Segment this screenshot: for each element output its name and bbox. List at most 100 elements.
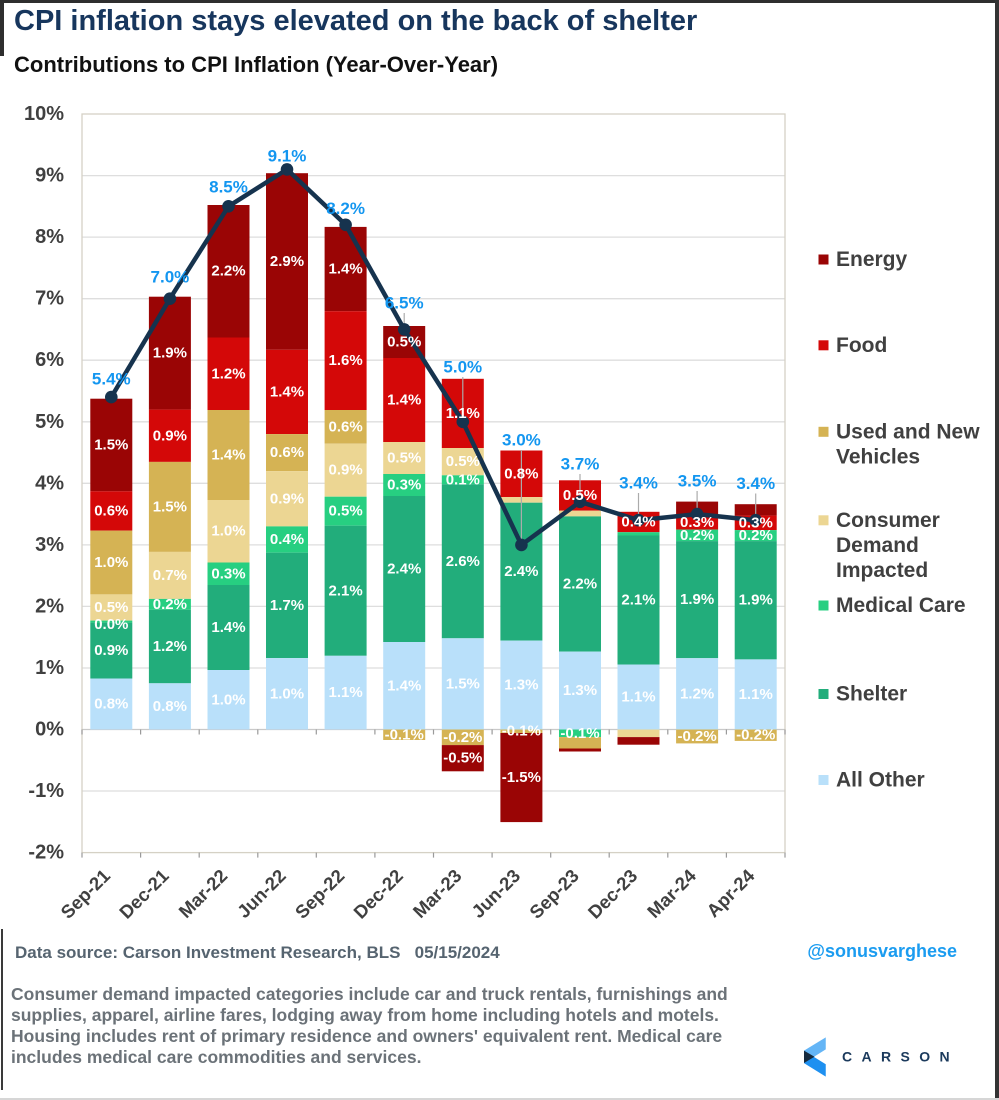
svg-text:1.1%: 1.1% (446, 405, 480, 422)
svg-text:-0.1%: -0.1% (560, 725, 599, 742)
svg-text:0.6%: 0.6% (328, 418, 362, 435)
svg-text:1.2%: 1.2% (211, 365, 245, 382)
svg-text:Mar-23: Mar-23 (409, 865, 466, 922)
svg-text:0.2%: 0.2% (153, 596, 187, 613)
svg-text:10%: 10% (24, 103, 64, 125)
svg-text:1.3%: 1.3% (563, 682, 597, 699)
svg-text:9%: 9% (35, 165, 64, 187)
svg-text:6%: 6% (35, 349, 64, 371)
svg-text:1.1%: 1.1% (328, 684, 362, 701)
svg-text:2.9%: 2.9% (270, 253, 304, 270)
svg-text:2.1%: 2.1% (328, 582, 362, 599)
svg-text:0.3%: 0.3% (680, 514, 714, 531)
svg-text:0.5%: 0.5% (328, 503, 362, 520)
svg-text:0.5%: 0.5% (446, 453, 480, 470)
svg-text:1.2%: 1.2% (680, 685, 714, 702)
svg-text:8.5%: 8.5% (209, 178, 248, 197)
svg-text:1.9%: 1.9% (153, 345, 187, 362)
svg-text:-1%: -1% (28, 780, 64, 802)
svg-text:Dec-21: Dec-21 (115, 865, 173, 923)
svg-text:Consumer: Consumer (836, 509, 940, 532)
svg-text:0.1%: 0.1% (446, 471, 480, 488)
svg-text:0.8%: 0.8% (153, 698, 187, 715)
svg-text:2%: 2% (35, 595, 64, 617)
svg-text:0.9%: 0.9% (328, 462, 362, 479)
svg-text:2.4%: 2.4% (504, 563, 538, 580)
svg-text:8.2%: 8.2% (326, 199, 365, 218)
svg-text:0.5%: 0.5% (387, 450, 421, 467)
svg-text:2.2%: 2.2% (211, 263, 245, 280)
svg-text:5%: 5% (35, 411, 64, 433)
svg-text:-2%: -2% (28, 842, 64, 864)
svg-text:7%: 7% (35, 288, 64, 310)
svg-text:Demand: Demand (836, 534, 919, 557)
svg-text:0.4%: 0.4% (621, 514, 655, 531)
svg-text:1.3%: 1.3% (504, 677, 538, 694)
svg-text:-0.2%: -0.2% (443, 729, 482, 746)
svg-text:Mar-24: Mar-24 (643, 864, 701, 922)
svg-text:0.9%: 0.9% (94, 642, 128, 659)
svg-text:7.0%: 7.0% (151, 268, 190, 287)
svg-text:Vehicles: Vehicles (836, 445, 920, 468)
svg-text:-0.1%: -0.1% (385, 726, 424, 743)
svg-text:0.3%: 0.3% (739, 514, 773, 531)
svg-text:Sep-22: Sep-22 (291, 865, 349, 923)
svg-text:1.4%: 1.4% (270, 384, 304, 401)
svg-text:0.6%: 0.6% (270, 444, 304, 461)
svg-text:All Other: All Other (836, 769, 925, 792)
svg-text:3.4%: 3.4% (736, 474, 775, 493)
svg-text:1.5%: 1.5% (153, 498, 187, 515)
svg-text:1.4%: 1.4% (387, 392, 421, 409)
svg-text:3.5%: 3.5% (678, 472, 717, 491)
svg-text:-0.2%: -0.2% (736, 727, 775, 744)
svg-text:5.4%: 5.4% (92, 370, 131, 389)
svg-text:0.2%: 0.2% (680, 527, 714, 544)
svg-text:3.0%: 3.0% (502, 431, 541, 450)
svg-text:0.0%: 0.0% (94, 616, 128, 633)
svg-text:0.7%: 0.7% (153, 567, 187, 584)
svg-text:Apr-24: Apr-24 (702, 864, 759, 921)
svg-text:-0.2%: -0.2% (678, 728, 717, 745)
svg-text:8%: 8% (35, 226, 64, 248)
svg-text:1.9%: 1.9% (739, 592, 773, 609)
svg-text:1.1%: 1.1% (739, 686, 773, 703)
svg-text:Dec-22: Dec-22 (349, 865, 407, 923)
svg-text:1.9%: 1.9% (680, 591, 714, 608)
svg-text:1.7%: 1.7% (270, 597, 304, 614)
svg-text:1.5%: 1.5% (446, 675, 480, 692)
svg-text:Sep-23: Sep-23 (525, 865, 583, 923)
svg-text:0%: 0% (35, 719, 64, 741)
svg-text:Impacted: Impacted (836, 559, 928, 582)
svg-text:Used and New: Used and New (836, 420, 980, 443)
svg-text:0.5%: 0.5% (387, 334, 421, 351)
svg-text:1%: 1% (35, 657, 64, 679)
svg-text:Sep-21: Sep-21 (56, 865, 114, 923)
svg-text:1.2%: 1.2% (153, 638, 187, 655)
svg-text:-0.1%: -0.1% (502, 723, 541, 740)
svg-text:1.6%: 1.6% (328, 352, 362, 369)
svg-text:Jun-23: Jun-23 (467, 865, 524, 922)
svg-text:2.4%: 2.4% (387, 561, 421, 578)
svg-text:0.2%: 0.2% (739, 527, 773, 544)
svg-text:-1.5%: -1.5% (502, 769, 541, 786)
svg-text:3.4%: 3.4% (619, 474, 658, 493)
svg-text:1.1%: 1.1% (621, 689, 655, 706)
svg-text:2.6%: 2.6% (446, 553, 480, 570)
svg-text:1.0%: 1.0% (270, 685, 304, 702)
svg-text:5.0%: 5.0% (443, 358, 482, 377)
svg-text:1.4%: 1.4% (211, 619, 245, 636)
svg-text:0.8%: 0.8% (504, 465, 538, 482)
svg-text:3.7%: 3.7% (561, 455, 600, 474)
svg-text:CARSON: CARSON (842, 1049, 959, 1065)
svg-text:Shelter: Shelter (836, 683, 907, 706)
svg-text:9.1%: 9.1% (268, 147, 307, 166)
svg-text:1.4%: 1.4% (387, 677, 421, 694)
svg-text:2.2%: 2.2% (563, 576, 597, 593)
svg-text:3%: 3% (35, 534, 64, 556)
svg-text:0.9%: 0.9% (153, 427, 187, 444)
svg-text:2.1%: 2.1% (621, 592, 655, 609)
svg-text:0.4%: 0.4% (270, 531, 304, 548)
svg-text:1.0%: 1.0% (94, 554, 128, 571)
svg-text:Food: Food (836, 334, 887, 357)
svg-text:6.5%: 6.5% (385, 294, 424, 313)
